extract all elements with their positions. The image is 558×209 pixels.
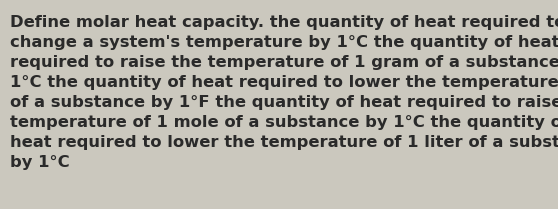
- Text: Define molar heat capacity. the quantity of heat required to
change a system's t: Define molar heat capacity. the quantity…: [10, 15, 558, 170]
